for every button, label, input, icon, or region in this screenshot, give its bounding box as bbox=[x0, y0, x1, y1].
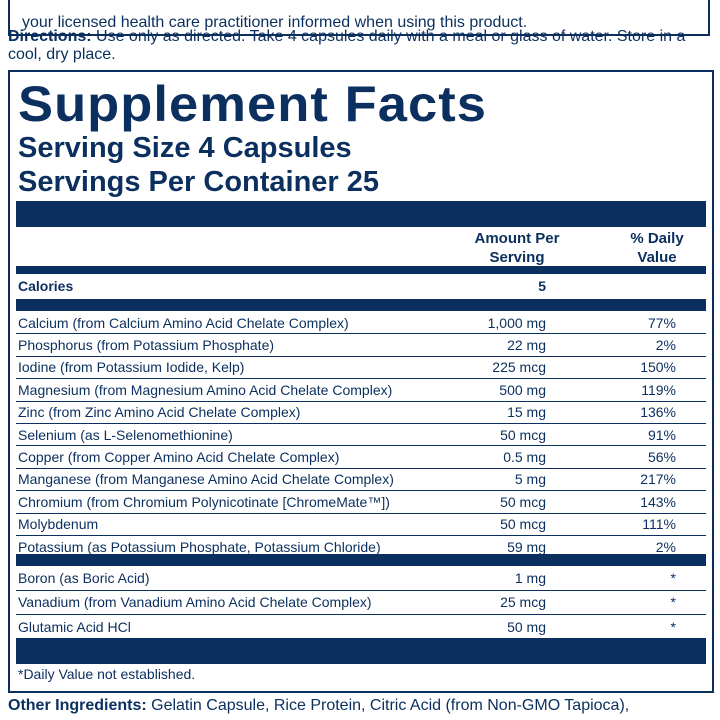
nutrient-amount: 59 mg bbox=[507, 538, 546, 555]
nutrient-dv: 2% bbox=[655, 538, 676, 555]
nutrient-amount: 50 mcg bbox=[500, 493, 546, 510]
nutrient-dv: 217% bbox=[640, 471, 676, 488]
nutrient-row: Vanadium (from Vanadium Amino Acid Chela… bbox=[16, 591, 706, 615]
nutrient-row: Calcium (from Calcium Amino Acid Chelate… bbox=[16, 312, 706, 335]
nutrient-row: Molybdenum 50 mcg 111% bbox=[16, 514, 706, 536]
nutrient-name: Glutamic Acid HCl bbox=[18, 618, 131, 635]
nutrient-name: Potassium (as Potassium Phosphate, Potas… bbox=[18, 538, 381, 555]
nutrient-amount: 500 mg bbox=[499, 381, 546, 398]
nutrient-amount: 50 mcg bbox=[500, 426, 546, 443]
nutrient-name: Phosphorus (from Potassium Phosphate) bbox=[18, 337, 275, 354]
nutrient-name: Selenium (as L-Selenomethionine) bbox=[18, 426, 233, 443]
directions-label: Directions: bbox=[8, 28, 92, 45]
header-bar bbox=[16, 201, 706, 227]
nutrient-amount: 50 mg bbox=[507, 618, 546, 635]
nutrient-dv: 136% bbox=[640, 404, 676, 421]
nutrient-amount: 1 mg bbox=[514, 569, 546, 586]
calories-row: Calories 5 bbox=[16, 278, 706, 299]
nutrient-amount: 15 mg bbox=[507, 404, 546, 421]
nutrient-name: Magnesium (from Magnesium Amino Acid Che… bbox=[18, 381, 393, 398]
other-text: Gelatin Capsule, Rice Protein, Citric Ac… bbox=[146, 697, 630, 714]
divider-bar bbox=[16, 554, 706, 566]
nutrient-name: Molybdenum bbox=[18, 516, 99, 533]
supplement-facts-panel: Supplement Facts Serving Size 4 Capsules… bbox=[8, 70, 714, 693]
other-ingredients: Other Ingredients: Gelatin Capsule, Rice… bbox=[8, 697, 718, 715]
nutrient-amount: 25 mcg bbox=[500, 594, 546, 611]
nutrient-dv: * bbox=[670, 569, 676, 586]
directions-text: Use only as directed. Take 4 capsules da… bbox=[8, 28, 686, 63]
dv-header: % Daily Value bbox=[630, 230, 684, 266]
nutrient-row: Copper (from Copper Amino Acid Chelate C… bbox=[16, 446, 706, 469]
nutrient-dv: 77% bbox=[647, 314, 676, 331]
footer-bar bbox=[16, 638, 706, 664]
nutrient-name: Calcium (from Calcium Amino Acid Chelate… bbox=[18, 314, 349, 331]
serving-size: Serving Size 4 Capsules bbox=[18, 132, 352, 164]
nutrient-amount: 0.5 mg bbox=[503, 449, 546, 466]
nutrient-row: Glutamic Acid HCl 50 mg * bbox=[16, 615, 706, 640]
nutrient-dv: 2% bbox=[655, 337, 676, 354]
nutrient-amount: 1,000 mg bbox=[487, 314, 546, 331]
directions: Directions: Use only as directed. Take 4… bbox=[8, 28, 716, 64]
nutrient-name: Chromium (from Chromium Polynicotinate [… bbox=[18, 493, 390, 510]
nutrient-row: Manganese (from Manganese Amino Acid Che… bbox=[16, 469, 706, 492]
nutrient-name: Zinc (from Zinc Amino Acid Chelate Compl… bbox=[18, 404, 301, 421]
nutrient-row: Zinc (from Zinc Amino Acid Chelate Compl… bbox=[16, 402, 706, 424]
servings-per-container: Servings Per Container 25 bbox=[18, 166, 380, 198]
amount-header: Amount Per Serving bbox=[474, 230, 560, 266]
calories-label: Calories bbox=[18, 278, 74, 294]
nutrient-dv: * bbox=[670, 618, 676, 635]
warning-text: your licensed health care practitioner i… bbox=[22, 14, 528, 31]
divider-bar bbox=[16, 266, 706, 274]
nutrient-dv: 119% bbox=[641, 381, 676, 398]
nutrient-amount: 225 mcg bbox=[492, 359, 546, 376]
nutrient-dv: * bbox=[670, 594, 676, 611]
nutrient-amount: 50 mcg bbox=[500, 516, 546, 533]
nutrient-dv: 150% bbox=[640, 359, 676, 376]
nutrient-row: Phosphorus (from Potassium Phosphate) 22 … bbox=[16, 334, 706, 357]
nutrient-name: Copper (from Copper Amino Acid Chelate C… bbox=[18, 449, 340, 466]
nutrient-name: Boron (as Boric Acid) bbox=[18, 569, 150, 586]
nutrient-name: Manganese (from Manganese Amino Acid Che… bbox=[18, 471, 394, 488]
nutrient-name: Vanadium (from Vanadium Amino Acid Chela… bbox=[18, 594, 372, 611]
nutrient-dv: 56% bbox=[647, 449, 676, 466]
nutrient-dv: 143% bbox=[640, 493, 676, 510]
nutrient-row: Selenium (as L-Selenomethionine) 50 mcg 91… bbox=[16, 424, 706, 447]
nutrient-dv: 111% bbox=[642, 516, 676, 533]
nutrient-row: Boron (as Boric Acid) 1 mg * bbox=[16, 566, 706, 591]
nutrient-row: Magnesium (from Magnesium Amino Acid Che… bbox=[16, 379, 706, 402]
nutrient-row: Iodine (from Potassium Iodide, Kelp) 225 … bbox=[16, 357, 706, 380]
divider-bar bbox=[16, 299, 706, 311]
nutrient-dv: 91% bbox=[647, 426, 676, 443]
nutrient-amount: 5 mg bbox=[514, 471, 546, 488]
nutrient-row: Chromium (from Chromium Polynicotinate [… bbox=[16, 491, 706, 514]
nutrient-row: Potassium (as Potassium Phosphate, Potas… bbox=[16, 536, 706, 558]
other-label: Other Ingredients: bbox=[8, 697, 147, 714]
nutrient-amount: 22 mg bbox=[507, 337, 546, 354]
calories-amount: 5 bbox=[538, 278, 546, 294]
nutrient-name: Iodine (from Potassium Iodide, Kelp) bbox=[18, 359, 245, 376]
warning-box: your licensed health care practitioner i… bbox=[8, 0, 710, 36]
facts-title: Supplement Facts bbox=[18, 76, 487, 132]
footnote: *Daily Value not established. bbox=[18, 666, 196, 682]
